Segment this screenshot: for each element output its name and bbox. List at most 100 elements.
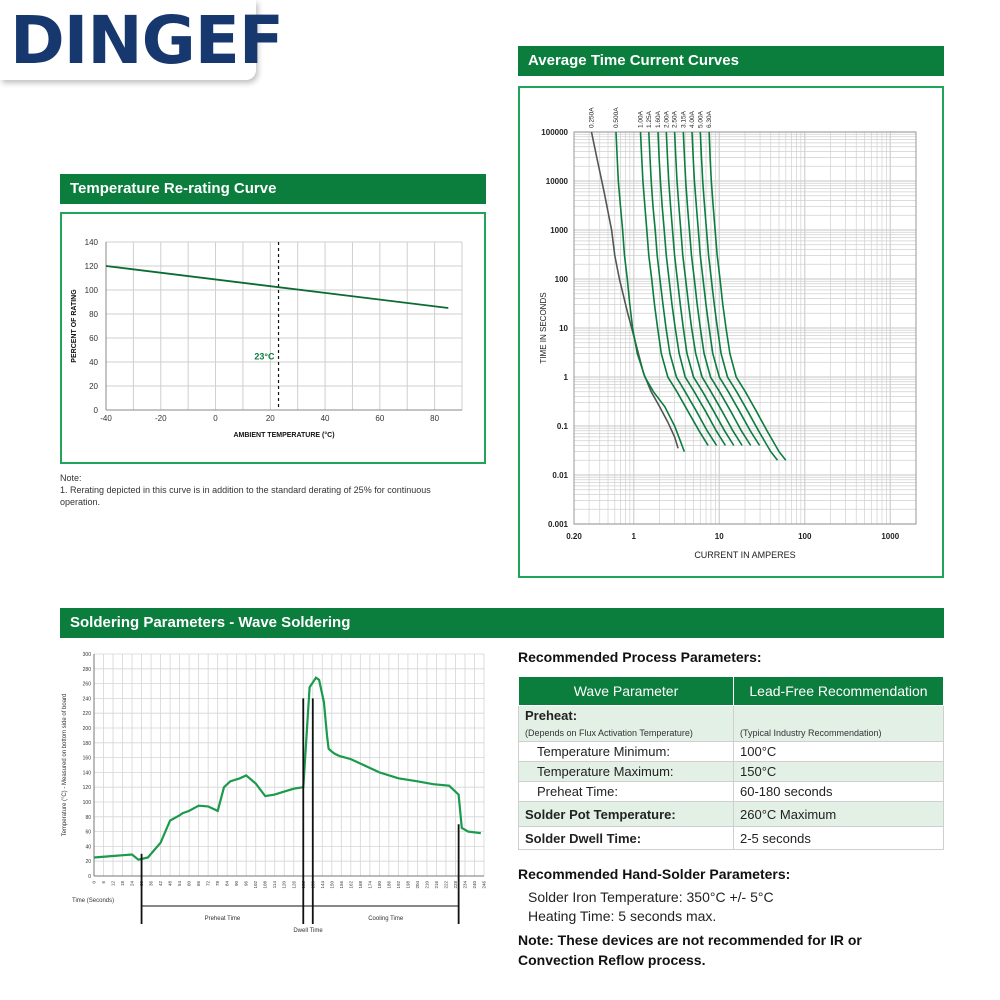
x-tick-label: 96 (244, 881, 249, 887)
series-label: 2.50A (672, 110, 679, 128)
x-tick-label: 216 (434, 881, 439, 889)
table-row: Preheat: (518, 705, 944, 725)
x-tick-label: 60 (375, 414, 384, 423)
series-label: 4.00A (689, 110, 696, 128)
x-tick-label: 72 (206, 881, 211, 887)
y-tick-label: 240 (83, 696, 92, 702)
y-tick-label: 120 (83, 785, 92, 791)
soldering-chart: 0204060801001201401601802002202402602803… (62, 652, 487, 934)
y-axis-label: Temperature (°C) - Measured on bottom si… (62, 694, 68, 837)
y-tick-label: 180 (83, 741, 92, 747)
x-tick-label: 80 (430, 414, 439, 423)
x-tick-label: 198 (405, 881, 410, 889)
rerating-chart-frame: 0 20 40 60 80 100 120 140 -40 -20 0 20 40 60 80 23°C AMB… (60, 212, 486, 464)
time-current-chart: 0.001 0.01 0.1 1 10 100 1000 10000 100000 0.20 1 10… (539, 107, 917, 560)
series-line-1.25A (648, 131, 718, 446)
x-tick-label: 102 (253, 881, 258, 889)
x-tick-label: 20 (266, 414, 275, 423)
y-tick-label: 80 (89, 310, 98, 319)
y-tick-label: 220 (83, 711, 92, 717)
x-tick-label: 6 (101, 881, 106, 884)
table-row: (Depends on Flux Activation Temperature)… (518, 725, 944, 742)
series-line-1.60A (657, 131, 727, 446)
row-value: 260°C Maximum (733, 801, 944, 827)
x-tick-label: 222 (443, 881, 448, 889)
y-tick-label: 0 (94, 406, 99, 415)
x-tick-label: 12 (111, 881, 116, 887)
x-tick-label: 144 (320, 881, 325, 889)
x-tick-label: -20 (155, 414, 167, 423)
y-tick-label: 140 (83, 770, 92, 776)
rerating-chart: 0 20 40 60 80 100 120 140 -40 -20 0 20 40 60 80 23°C AMB… (71, 238, 463, 439)
row-value: 100°C (733, 741, 944, 762)
x-tick-label: 36 (149, 881, 154, 887)
x-tick-label: 42 (158, 881, 163, 887)
series-line-0.500A (615, 131, 686, 452)
annotation-label: 23°C (254, 352, 275, 362)
y-tick-label: 40 (89, 358, 98, 367)
x-tick-label: 156 (339, 881, 344, 889)
x-tick-label: 10 (715, 532, 724, 541)
y-tick-label: 80 (85, 815, 91, 821)
series-line-1.00A (639, 131, 709, 446)
y-axis-label: PERCENT OF RATING (71, 289, 78, 363)
x-tick-label: 210 (424, 881, 429, 889)
x-tick-label: 108 (263, 881, 268, 889)
row-param: Preheat Time: (518, 781, 734, 802)
series-label: 5.00A (697, 110, 704, 128)
x-tick-label: 100 (798, 532, 812, 541)
y-tick-label: 20 (89, 382, 98, 391)
x-tick-label: 192 (396, 881, 401, 889)
series-line (105, 265, 449, 309)
logo-text: DINGEF (10, 2, 284, 79)
hand-solder-line2: Heating Time: 5 seconds max. (528, 908, 717, 924)
x-tick-label: 168 (358, 881, 363, 889)
y-tick-label: 10 (559, 324, 568, 333)
table-row: Solder Dwell Time: 2-5 seconds (518, 826, 944, 850)
row-value: 2-5 seconds (733, 826, 944, 850)
series-label: 2.00A (663, 110, 670, 128)
y-tick-label: 0.01 (552, 471, 568, 480)
y-tick-label: 280 (83, 667, 92, 673)
x-tick-label: 174 (367, 881, 372, 889)
x-axis-label: AMBIENT TEMPERATURE (°C) (233, 431, 334, 439)
y-tick-label: 200 (83, 726, 92, 732)
y-tick-label: 260 (83, 682, 92, 688)
series-line-5.00A (699, 131, 779, 461)
time-current-frame: 0.001 0.01 0.1 1 10 100 1000 10000 100000 0.20 1 10… (518, 86, 944, 578)
x-tick-label: -40 (100, 414, 112, 423)
y-tick-label: 300 (83, 652, 92, 658)
row-param: Temperature Minimum: (518, 741, 734, 762)
y-tick-label: 40 (85, 844, 91, 850)
rerating-title: Temperature Re-rating Curve (60, 174, 486, 204)
x-tick-label: 0 (92, 881, 97, 884)
x-tick-label: 66 (196, 881, 201, 887)
y-tick-label: 140 (85, 238, 99, 247)
x-tick-label: 24 (130, 881, 135, 887)
series-label: 6.30A (706, 110, 713, 128)
row-param: Temperature Maximum: (518, 761, 734, 782)
x-tick-label: 180 (377, 881, 382, 889)
x-tick-label: 84 (225, 881, 230, 887)
series-line-2.50A (673, 131, 743, 446)
x-tick-label: 0.20 (566, 532, 582, 541)
row-param: Solder Dwell Time: (518, 826, 734, 850)
y-tick-label: 60 (89, 334, 98, 343)
row-value: (Typical Industry Recommendation) (733, 725, 944, 742)
table-row: Temperature Maximum: 150°C (518, 761, 944, 782)
y-tick-label: 100 (555, 275, 569, 284)
plot-border (573, 131, 917, 525)
time-current-title: Average Time Current Curves (518, 46, 944, 76)
soldering-title: Soldering Parameters - Wave Soldering (60, 608, 944, 638)
series-label: 3.15A (680, 110, 687, 128)
hand-solder-line1: Solder Iron Temperature: 350°C +/- 5°C (528, 889, 774, 905)
x-tick-label: 18 (120, 881, 125, 887)
y-tick-label: 20 (85, 859, 91, 865)
series-label: 1.00A (638, 110, 645, 128)
col-wave-parameter: Wave Parameter (518, 676, 734, 706)
y-tick-label: 0.001 (548, 520, 569, 529)
y-tick-label: 100 (83, 800, 92, 806)
x-tick-label: 54 (177, 881, 182, 887)
y-axis-label: TIME IN SECONDS (539, 292, 548, 363)
row-value: 60-180 seconds (733, 781, 944, 802)
